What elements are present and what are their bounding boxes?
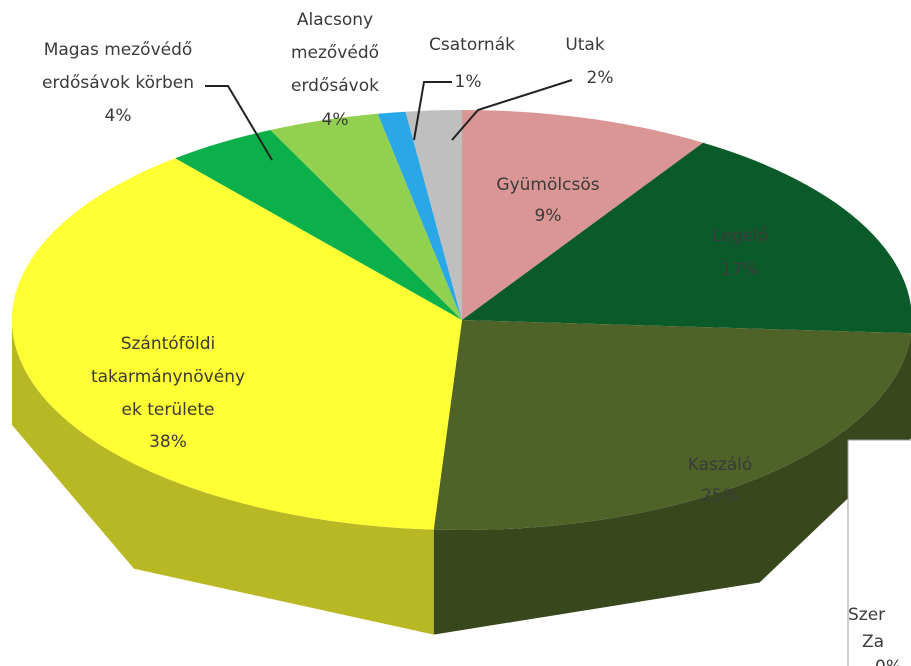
value-label: 38% (149, 432, 187, 452)
slice-side (12, 320, 434, 635)
slice-label: Gyümölcsös (496, 175, 599, 195)
slice-label: Legelő (712, 226, 768, 246)
slice-side (433, 333, 911, 635)
value-label: 2% (587, 68, 614, 88)
slice-label: Szántóföldi takarmánynövény ek területe (91, 334, 245, 420)
value-label: 4% (322, 110, 349, 130)
slice-label: Kaszáló (688, 455, 753, 475)
inset-text: Szer (848, 605, 885, 625)
inset-box (847, 439, 911, 666)
value-label: 25% (701, 486, 739, 506)
slice (433, 320, 911, 530)
slice (405, 110, 462, 320)
slice-label: Csatornák (429, 35, 515, 55)
slice (270, 113, 462, 320)
value-label: 9% (535, 206, 562, 226)
inset-text: 0% (875, 657, 902, 666)
leader-line (205, 85, 273, 161)
slice-label: Alacsony mezővédő erdősávok (291, 10, 379, 96)
slice (175, 130, 462, 320)
slice (377, 111, 462, 320)
slice (462, 110, 704, 320)
value-label: 1% (455, 72, 482, 92)
labels: Gyümölcsös 9% Legelő 17% Kaszáló 25% Szántóföl… (42, 10, 768, 506)
slice-label: Utak (565, 35, 605, 55)
slice-label: Magas mezővédő erdősávok körben (42, 40, 194, 93)
pie (12, 110, 911, 635)
slice (12, 158, 462, 530)
slice (462, 142, 911, 334)
value-label: 4% (105, 106, 132, 126)
leader-line (413, 81, 452, 141)
leader-line (451, 79, 573, 141)
value-label: 17% (721, 260, 759, 280)
inset-text: Za (862, 632, 884, 652)
